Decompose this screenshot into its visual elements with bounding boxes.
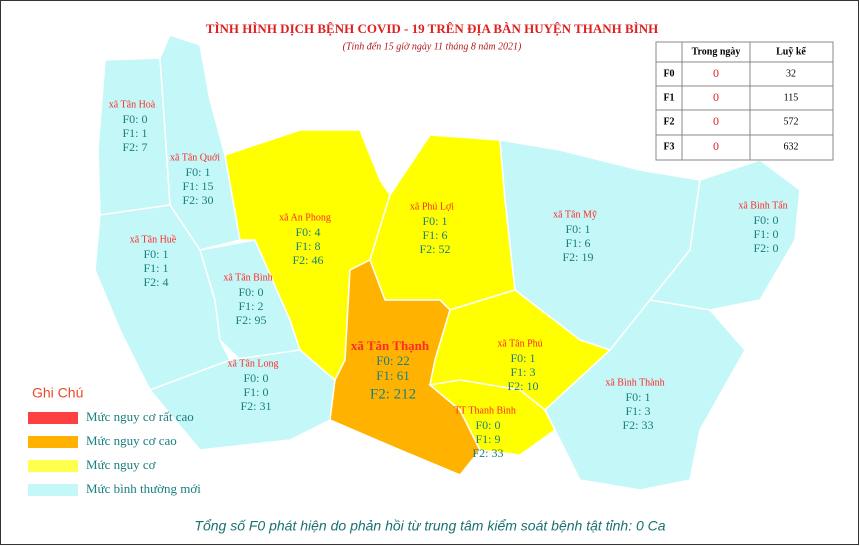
legend-label: Mức bình thường mới (86, 481, 201, 496)
region-stat: F0: 22 (376, 353, 410, 368)
table-cell: 0 (713, 114, 719, 128)
table-cell: 572 (784, 116, 799, 127)
table-cell: 0 (713, 90, 719, 104)
region-stat: F0: 4 (295, 225, 320, 239)
region-stat: F0: 0 (122, 112, 147, 126)
region-stat: F1: 15 (182, 179, 213, 193)
region-stat: F2: 4 (143, 275, 168, 289)
table-cell: F0 (663, 68, 674, 79)
region-stat: F2: 10 (507, 379, 538, 393)
legend-label: Mức nguy cơ cao (86, 433, 177, 448)
region-stat: F0: 0 (238, 285, 263, 299)
title: TÌNH HÌNH DỊCH BỆNH COVID - 19 TRÊN ĐỊA … (206, 21, 658, 36)
legend-swatch (28, 460, 78, 472)
table-cell: 632 (784, 141, 799, 152)
region-name: xã Tân Thạnh (351, 338, 430, 353)
region-name: xã Tân Long (228, 358, 279, 369)
table-header: Trong ngày (692, 46, 741, 57)
summary-table (655, 41, 834, 161)
region-stat: F2: 212 (370, 386, 416, 402)
region-stat: F2: 31 (240, 399, 271, 413)
region-name: TT Thanh Bình (454, 405, 516, 416)
region-stat: F2: 33 (472, 446, 503, 460)
table-cell: 0 (713, 139, 719, 153)
region-stat: F1: 61 (376, 368, 410, 383)
table-frame (655, 41, 834, 161)
region-shape (94, 204, 232, 391)
region-stat: F0: 1 (143, 247, 168, 261)
region-stat: F2: 7 (122, 140, 147, 154)
region-stat: F1: 6 (565, 236, 590, 250)
region-stat: F2: 46 (292, 253, 323, 267)
map (94, 34, 801, 491)
table-cell: 32 (786, 68, 796, 79)
region-stat: F1: 0 (753, 227, 778, 241)
region-name: xã Tân Quới (170, 152, 220, 163)
table-cell: F3 (663, 141, 674, 152)
legend-swatch (28, 484, 78, 496)
region-stat: F1: 6 (422, 228, 447, 242)
region-stat: F1: 1 (122, 126, 147, 140)
region-stat: F1: 3 (625, 404, 650, 418)
region-stat: F1: 3 (510, 365, 535, 379)
region-stat: F2: 52 (419, 242, 450, 256)
region-name: xã Tân Bình (223, 272, 272, 283)
region-stat: F0: 1 (185, 165, 210, 179)
region-stat: F2: 0 (753, 241, 778, 255)
region-stat: F0: 0 (475, 418, 500, 432)
region-stat: F1: 2 (238, 299, 263, 313)
legend-swatch (28, 436, 78, 448)
region-stat: F1: 0 (243, 385, 268, 399)
region-stat: F1: 1 (143, 261, 168, 275)
region-stat: F0: 0 (243, 371, 268, 385)
legend-title: Ghi Chú (32, 385, 83, 401)
region-stat: F0: 1 (625, 390, 650, 404)
region-name: xã Bình Thành (605, 377, 664, 388)
region-stat: F0: 0 (753, 213, 778, 227)
region-name: xã Tân Huề (130, 234, 177, 245)
table-header: Luỹ kế (776, 46, 806, 57)
region-name: xã Phú Lợi (410, 201, 454, 212)
legend-label: Mức nguy cơ rất cao (86, 409, 194, 424)
table-cell: 115 (784, 92, 799, 103)
region-stat: F0: 1 (510, 351, 535, 365)
region-name: xã Tân Hoà (109, 99, 156, 110)
legend-swatch (28, 412, 78, 424)
region-shape (544, 299, 746, 491)
table-cell: 0 (713, 66, 719, 80)
table-cell: F2 (663, 116, 674, 127)
region-stat: F0: 1 (422, 214, 447, 228)
region-stat: F2: 33 (622, 418, 653, 432)
region-stat: F2: 19 (562, 250, 593, 264)
region-stat: F1: 9 (475, 432, 500, 446)
region-stat: F1: 8 (295, 239, 320, 253)
region-stat: F0: 1 (565, 222, 590, 236)
subtitle: (Tính đến 15 giờ ngày 11 tháng 8 năm 202… (343, 41, 522, 52)
table-cell: F1 (663, 92, 674, 103)
region-stat: F2: 30 (182, 193, 213, 207)
region-name: xã Bình Tấn (738, 200, 787, 211)
region-name: xã Tân Mỹ (553, 209, 597, 220)
region-stat: F2: 95 (235, 313, 266, 327)
legend-label: Mức nguy cơ (86, 457, 157, 472)
region-name: xã An Phong (279, 212, 331, 223)
region-shape (648, 159, 801, 311)
footer: Tổng số F0 phát hiện do phản hồi từ trun… (194, 518, 665, 534)
region-name: xã Tân Phú (497, 338, 542, 349)
